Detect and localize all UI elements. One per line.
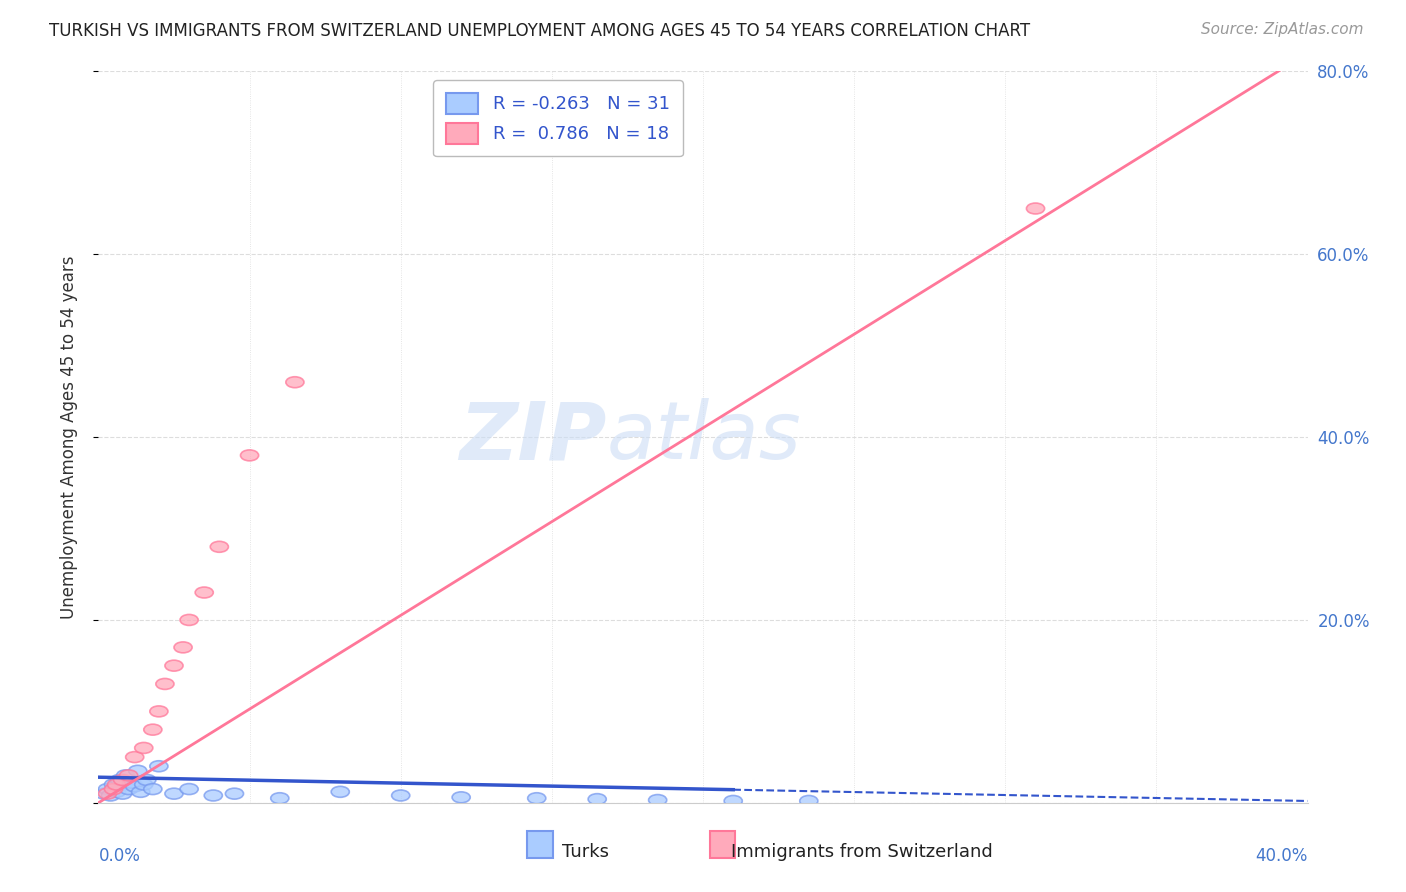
- Ellipse shape: [120, 783, 138, 795]
- Ellipse shape: [96, 789, 114, 799]
- Ellipse shape: [332, 787, 349, 797]
- Ellipse shape: [122, 777, 141, 789]
- Ellipse shape: [240, 450, 259, 461]
- Ellipse shape: [156, 679, 174, 690]
- Ellipse shape: [125, 752, 143, 763]
- Ellipse shape: [143, 724, 162, 735]
- Ellipse shape: [588, 794, 606, 805]
- Ellipse shape: [648, 795, 666, 805]
- Ellipse shape: [392, 790, 409, 801]
- Text: Immigrants from Switzerland: Immigrants from Switzerland: [731, 843, 993, 861]
- Text: Source: ZipAtlas.com: Source: ZipAtlas.com: [1201, 22, 1364, 37]
- Ellipse shape: [111, 774, 129, 786]
- Ellipse shape: [107, 787, 125, 797]
- Ellipse shape: [138, 774, 156, 786]
- Ellipse shape: [101, 790, 120, 801]
- Ellipse shape: [724, 796, 742, 806]
- Ellipse shape: [104, 779, 122, 790]
- Text: ZIP: ZIP: [458, 398, 606, 476]
- Ellipse shape: [120, 770, 138, 780]
- Ellipse shape: [225, 789, 243, 799]
- Ellipse shape: [143, 783, 162, 795]
- Ellipse shape: [150, 761, 167, 772]
- Legend: R = -0.263   N = 31, R =  0.786   N = 18: R = -0.263 N = 31, R = 0.786 N = 18: [433, 80, 682, 156]
- Ellipse shape: [98, 789, 117, 799]
- Ellipse shape: [107, 779, 125, 790]
- Text: TURKISH VS IMMIGRANTS FROM SWITZERLAND UNEMPLOYMENT AMONG AGES 45 TO 54 YEARS CO: TURKISH VS IMMIGRANTS FROM SWITZERLAND U…: [49, 22, 1031, 40]
- Ellipse shape: [195, 587, 214, 598]
- Ellipse shape: [104, 783, 122, 795]
- Ellipse shape: [132, 787, 150, 797]
- Ellipse shape: [180, 615, 198, 625]
- Ellipse shape: [204, 790, 222, 801]
- Ellipse shape: [135, 742, 153, 754]
- Ellipse shape: [271, 793, 288, 804]
- Ellipse shape: [135, 779, 153, 790]
- Ellipse shape: [211, 541, 228, 552]
- Ellipse shape: [125, 780, 143, 792]
- Text: atlas: atlas: [606, 398, 801, 476]
- Ellipse shape: [1026, 203, 1045, 214]
- FancyBboxPatch shape: [527, 831, 553, 858]
- Ellipse shape: [114, 789, 132, 799]
- Ellipse shape: [453, 792, 470, 803]
- Ellipse shape: [527, 793, 546, 804]
- FancyBboxPatch shape: [710, 831, 735, 858]
- Ellipse shape: [114, 774, 132, 786]
- Ellipse shape: [150, 706, 167, 717]
- Text: Turks: Turks: [562, 843, 609, 861]
- Ellipse shape: [129, 765, 146, 776]
- Ellipse shape: [165, 660, 183, 671]
- Ellipse shape: [98, 783, 117, 795]
- Ellipse shape: [165, 789, 183, 799]
- Ellipse shape: [174, 642, 193, 653]
- Ellipse shape: [180, 783, 198, 795]
- Text: 40.0%: 40.0%: [1256, 847, 1308, 864]
- Ellipse shape: [800, 796, 818, 806]
- Text: 0.0%: 0.0%: [98, 847, 141, 864]
- Ellipse shape: [117, 770, 135, 780]
- Y-axis label: Unemployment Among Ages 45 to 54 years: Unemployment Among Ages 45 to 54 years: [59, 255, 77, 619]
- Ellipse shape: [107, 780, 125, 792]
- Ellipse shape: [285, 376, 304, 388]
